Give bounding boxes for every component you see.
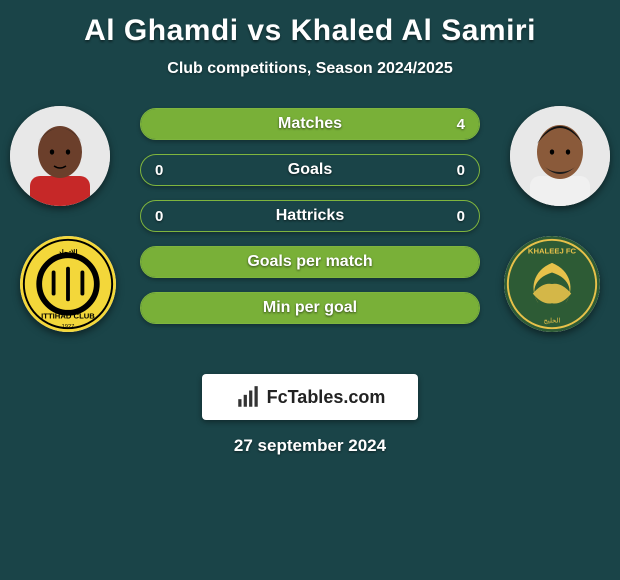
svg-text:ITTIHAD CLUB: ITTIHAD CLUB — [41, 312, 95, 321]
stat-label: Min per goal — [263, 299, 357, 317]
comparison-area: الاتحاد ITTIHAD CLUB 1927 KHALEEJ FC الخ… — [0, 106, 620, 366]
player-right-face-icon — [510, 106, 610, 206]
player-left-face-icon — [10, 106, 110, 206]
watermark-label: FcTables.com — [267, 387, 386, 408]
club-left-badge: الاتحاد ITTIHAD CLUB 1927 — [20, 236, 116, 332]
stat-label: Matches — [278, 115, 342, 133]
stat-left-value: 0 — [155, 208, 163, 225]
svg-text:1927: 1927 — [62, 324, 75, 330]
svg-text:KHALEEJ FC: KHALEEJ FC — [528, 246, 577, 255]
player-left-avatar — [10, 106, 110, 206]
stat-label: Goals — [288, 161, 332, 179]
date-label: 27 september 2024 — [0, 436, 620, 456]
stat-left-value: 0 — [155, 162, 163, 179]
stat-right-value: 4 — [457, 116, 465, 133]
stat-bars: Matches 4 0 Goals 0 0 Hattricks 0 Goals … — [140, 108, 480, 324]
page-title: Al Ghamdi vs Khaled Al Samiri — [0, 0, 620, 48]
club-left-badge-icon: الاتحاد ITTIHAD CLUB 1927 — [20, 236, 116, 332]
stat-label: Hattricks — [276, 207, 344, 225]
stat-right-value: 0 — [457, 208, 465, 225]
stat-bar-goals: 0 Goals 0 — [140, 154, 480, 186]
svg-text:الاتحاد: الاتحاد — [58, 248, 77, 257]
stat-bar-goals-per-match: Goals per match — [140, 246, 480, 278]
stat-right-value: 0 — [457, 162, 465, 179]
svg-text:الخليج: الخليج — [544, 316, 561, 324]
stat-bar-hattricks: 0 Hattricks 0 — [140, 200, 480, 232]
subtitle: Club competitions, Season 2024/2025 — [0, 60, 620, 78]
bar-chart-icon — [235, 384, 261, 410]
club-right-badge: KHALEEJ FC الخليج — [504, 236, 600, 332]
club-right-badge-icon: KHALEEJ FC الخليج — [504, 236, 600, 332]
stat-bar-min-per-goal: Min per goal — [140, 292, 480, 324]
watermark: FcTables.com — [202, 374, 418, 420]
player-right-avatar — [510, 106, 610, 206]
stat-bar-matches: Matches 4 — [140, 108, 480, 140]
stat-label: Goals per match — [247, 253, 372, 271]
